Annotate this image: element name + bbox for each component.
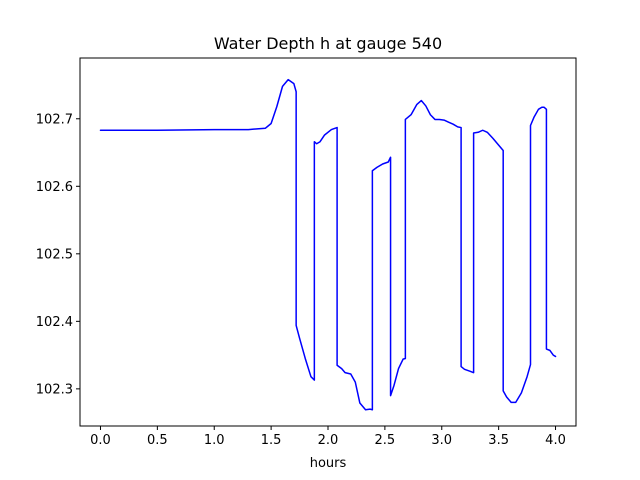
y-tick-label: 102.6: [36, 180, 73, 195]
chart-title: Water Depth h at gauge 540: [214, 34, 442, 53]
x-tick-label: 4.0: [545, 433, 566, 448]
plot-area: [99, 78, 557, 411]
series-line-0: [99, 78, 557, 411]
y-axis-ticks: 102.3 102.4 102.5 102.6 102.7: [36, 112, 80, 397]
y-tick-label: 102.7: [36, 112, 73, 127]
x-axis-label: hours: [310, 456, 347, 471]
x-tick-label: 1.5: [261, 433, 282, 448]
x-tick-label: 3.5: [488, 433, 509, 448]
x-tick-label: 0.0: [90, 433, 111, 448]
x-tick-label: 1.0: [204, 433, 225, 448]
x-tick-label: 0.5: [147, 433, 168, 448]
y-tick-label: 102.3: [36, 382, 73, 397]
x-axis-ticks: 0.0 0.5 1.0 1.5 2.0 2.5 3.0 3.5 4.0: [90, 426, 566, 448]
x-tick-label: 3.0: [431, 433, 452, 448]
x-tick-label: 2.5: [375, 433, 396, 448]
y-tick-label: 102.4: [36, 315, 73, 330]
x-tick-label: 2.0: [318, 433, 339, 448]
axes-frame: [79, 57, 577, 427]
y-tick-label: 102.5: [36, 247, 73, 262]
